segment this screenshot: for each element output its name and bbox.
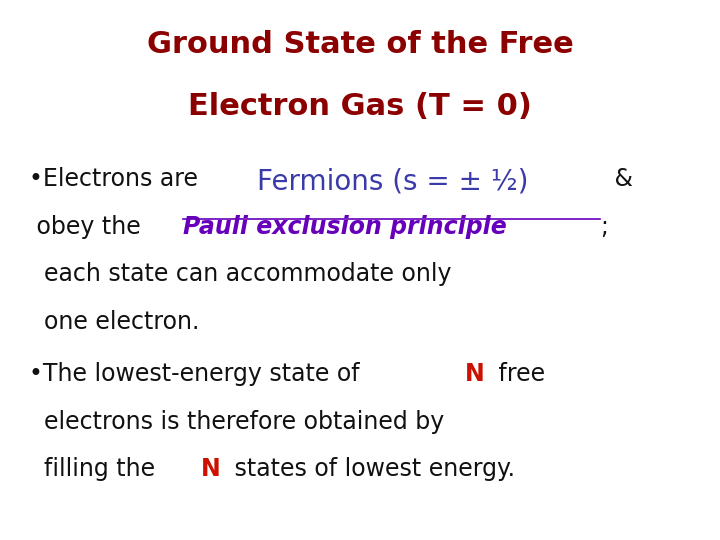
Text: states of lowest energy.: states of lowest energy.: [227, 457, 515, 481]
Text: obey the: obey the: [29, 215, 148, 239]
Text: •The lowest-energy state of: •The lowest-energy state of: [29, 362, 367, 386]
Text: free: free: [490, 362, 545, 386]
Text: &: &: [607, 167, 640, 191]
Text: filling the: filling the: [29, 457, 163, 481]
Text: ;: ;: [600, 215, 608, 239]
Text: Fermions (s = ± ½): Fermions (s = ± ½): [256, 167, 528, 195]
Text: Ground State of the Free: Ground State of the Free: [147, 30, 573, 59]
Text: Electron Gas (T = 0): Electron Gas (T = 0): [188, 92, 532, 121]
Text: •Electrons are: •Electrons are: [29, 167, 205, 191]
Text: one electron.: one electron.: [29, 310, 199, 334]
Text: Pauli exclusion principle: Pauli exclusion principle: [183, 215, 506, 239]
Text: N: N: [465, 362, 485, 386]
Text: N: N: [201, 457, 221, 481]
Text: electrons is therefore obtained by: electrons is therefore obtained by: [29, 410, 444, 434]
Text: each state can accommodate only: each state can accommodate only: [29, 262, 451, 286]
